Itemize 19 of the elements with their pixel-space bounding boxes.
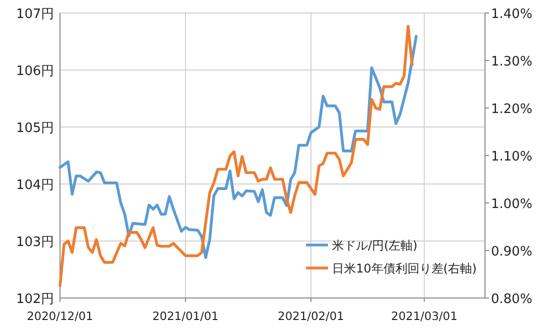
- legend-label: 日米10年債利回り差(右軸): [332, 262, 477, 276]
- y-tick-label: 102円: [16, 292, 54, 307]
- y2-tick-label: 1.00%: [491, 197, 532, 212]
- y2-tick-label: 1.20%: [491, 102, 532, 117]
- legend-label: 米ドル/円(左軸): [332, 238, 418, 252]
- y2-tick-label: 0.80%: [491, 292, 532, 307]
- y-tick-label: 105円: [16, 121, 54, 136]
- y2-tick-label: 1.30%: [491, 54, 532, 70]
- y-tick-label: 104円: [16, 178, 54, 193]
- x-tick-label: 2021/01/01: [152, 309, 219, 323]
- y2-tick-label: 1.10%: [491, 150, 532, 164]
- y-tick-label: 103円: [16, 235, 54, 250]
- x-tick-label: 2021/02/01: [278, 309, 344, 323]
- y2-tick-label: 0.90%: [491, 244, 532, 260]
- x-tick-label: 2021/03/01: [391, 309, 458, 323]
- y2-tick-label: 1.40%: [491, 7, 532, 22]
- x-tick-label: 2020/12/01: [26, 309, 94, 323]
- y-tick-label: 107円: [16, 7, 54, 22]
- y-tick-label: 106円: [16, 64, 54, 79]
